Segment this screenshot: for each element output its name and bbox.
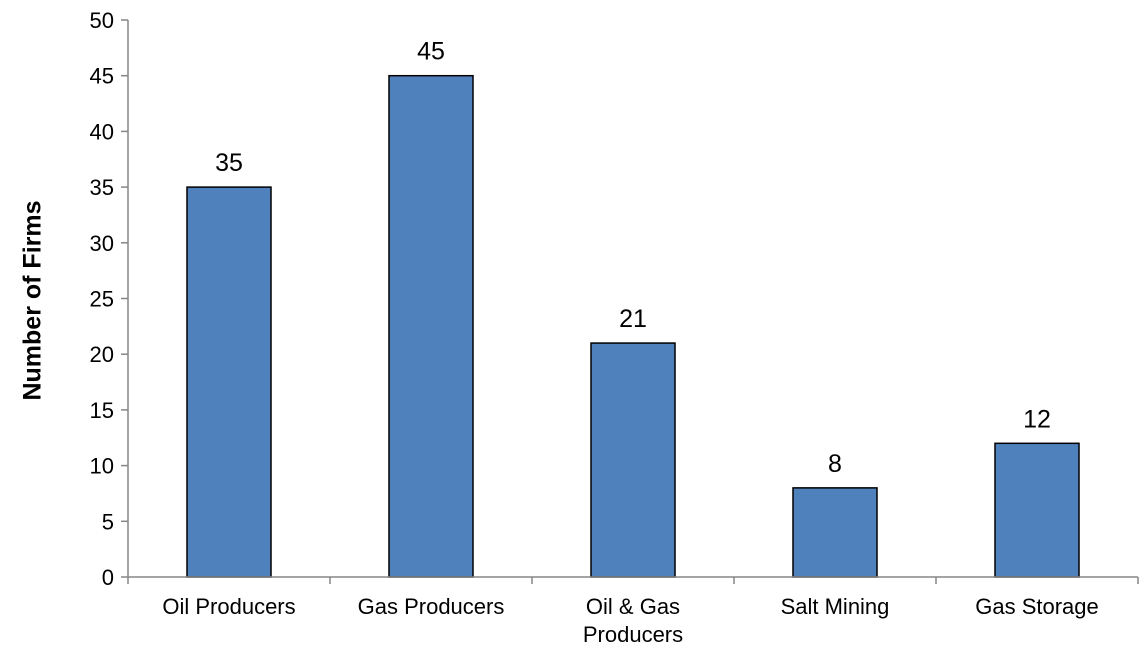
y-tick-label: 30 bbox=[90, 231, 114, 256]
y-axis-title: Number of Firms bbox=[19, 200, 47, 400]
data-label: 12 bbox=[1023, 405, 1051, 433]
y-tick-label: 10 bbox=[90, 454, 114, 479]
y-tick-label: 50 bbox=[90, 8, 114, 33]
y-tick-label: 0 bbox=[102, 565, 114, 590]
bar bbox=[994, 442, 1080, 578]
x-ticks: Oil Producers Gas Producers Oil & Gas Produ… bbox=[127, 577, 1139, 647]
x-tick-label-line: Gas Producers bbox=[358, 594, 505, 619]
bar bbox=[186, 186, 272, 578]
x-tick-label: Oil Producers bbox=[162, 594, 295, 619]
y-tick-label: 35 bbox=[90, 175, 114, 200]
y-tick-label: 20 bbox=[90, 342, 114, 367]
data-label: 8 bbox=[828, 450, 842, 478]
y-tick-label: 15 bbox=[90, 398, 114, 423]
bar bbox=[590, 342, 676, 578]
bars-layer bbox=[186, 74, 1080, 578]
data-labels: 35 45 21 8 12 bbox=[215, 38, 1051, 478]
y-tick-label: 5 bbox=[102, 509, 114, 534]
data-label: 45 bbox=[417, 38, 445, 66]
y-tick-label: 25 bbox=[90, 287, 114, 312]
x-tick-label-line: Gas Storage bbox=[975, 594, 1099, 619]
bar bbox=[388, 74, 474, 578]
x-tick-label: Oil & Gas Producers bbox=[583, 594, 683, 647]
data-label: 21 bbox=[619, 305, 647, 333]
y-tick-label: 40 bbox=[90, 119, 114, 144]
x-tick-label-line: Salt Mining bbox=[781, 594, 890, 619]
y-tick-label: 45 bbox=[90, 64, 114, 89]
data-label: 35 bbox=[215, 149, 243, 177]
x-tick-label-line: Producers bbox=[583, 622, 683, 647]
x-tick-label: Gas Producers bbox=[358, 594, 505, 619]
x-tick-label: Gas Storage bbox=[975, 594, 1099, 619]
bar bbox=[792, 487, 878, 578]
x-tick-label: Salt Mining bbox=[781, 594, 890, 619]
x-tick-label-line: Oil Producers bbox=[162, 594, 295, 619]
y-ticks: 0 5 10 15 20 25 30 35 40 45 50 bbox=[90, 8, 128, 590]
x-tick-label-line: Oil & Gas bbox=[586, 594, 680, 619]
